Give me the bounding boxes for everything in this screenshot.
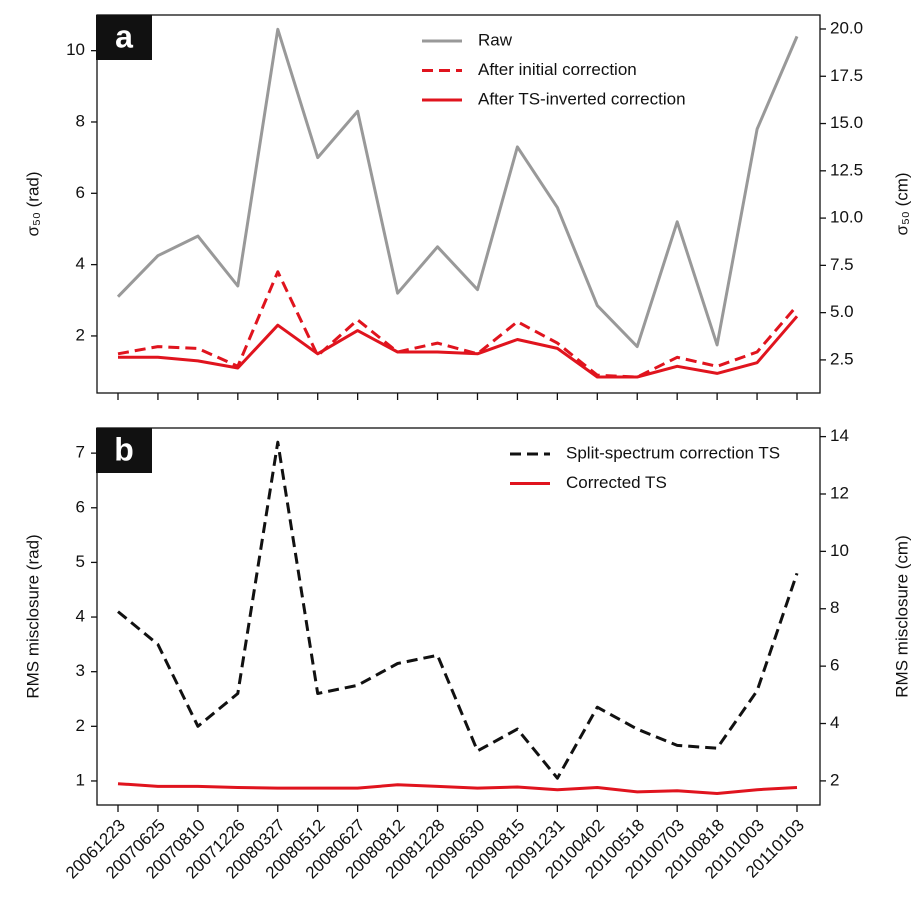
y2-axis-title: RMS misclosure (cm) [892, 535, 911, 697]
series-line [118, 315, 799, 379]
y-tick-label: 6 [76, 497, 85, 516]
y-tick-label: 2 [76, 716, 85, 735]
y-tick-label: 2 [76, 325, 85, 344]
y2-tick-label: 17.5 [830, 66, 863, 85]
y-tick-label: 10 [66, 40, 85, 59]
y-tick-label: 4 [76, 607, 85, 626]
y-tick-label: 1 [76, 770, 85, 789]
y2-axis-title: σ₅₀ (cm) [892, 172, 911, 235]
legend-label: Split-spectrum correction TS [566, 443, 780, 462]
series-line [117, 270, 799, 379]
y-tick-label: 6 [76, 183, 85, 202]
panel-label: b [114, 431, 134, 467]
y-tick-label: 4 [76, 254, 85, 273]
y2-tick-label: 2.5 [830, 349, 854, 368]
panel-label-box [96, 428, 152, 473]
y2-tick-label: 5.0 [830, 302, 854, 321]
y-tick-label: 3 [76, 661, 85, 680]
y2-tick-label: 6 [830, 656, 839, 675]
plot-frame [96, 14, 821, 394]
panel-label-box [96, 15, 152, 60]
y2-tick-label: 4 [830, 713, 839, 732]
legend-label: Raw [478, 30, 513, 49]
y2-tick-label: 20.0 [830, 18, 863, 37]
y2-tick-label: 10.0 [830, 208, 863, 227]
series-line [116, 27, 799, 349]
series-line [117, 440, 799, 780]
y-tick-label: 5 [76, 552, 85, 571]
y2-tick-label: 7.5 [830, 255, 854, 274]
y2-tick-label: 12 [830, 483, 849, 502]
panel-label: a [115, 18, 133, 54]
y2-tick-label: 12.5 [830, 160, 863, 179]
legend-label: Corrected TS [566, 473, 667, 492]
y2-tick-label: 2 [830, 770, 839, 789]
y2-tick-label: 10 [830, 541, 849, 560]
y2-tick-label: 8 [830, 598, 839, 617]
y-axis-title: RMS misclosure (rad) [23, 534, 42, 698]
y-tick-label: 8 [76, 111, 85, 130]
y2-tick-label: 14 [830, 426, 849, 445]
y-tick-label: 7 [76, 443, 85, 462]
y-axis-title: σ₅₀ (rad) [23, 171, 42, 236]
legend-label: After initial correction [478, 60, 637, 79]
legend-label: After TS-inverted correction [478, 89, 686, 108]
y2-tick-label: 15.0 [830, 113, 863, 132]
series-line [117, 782, 798, 795]
